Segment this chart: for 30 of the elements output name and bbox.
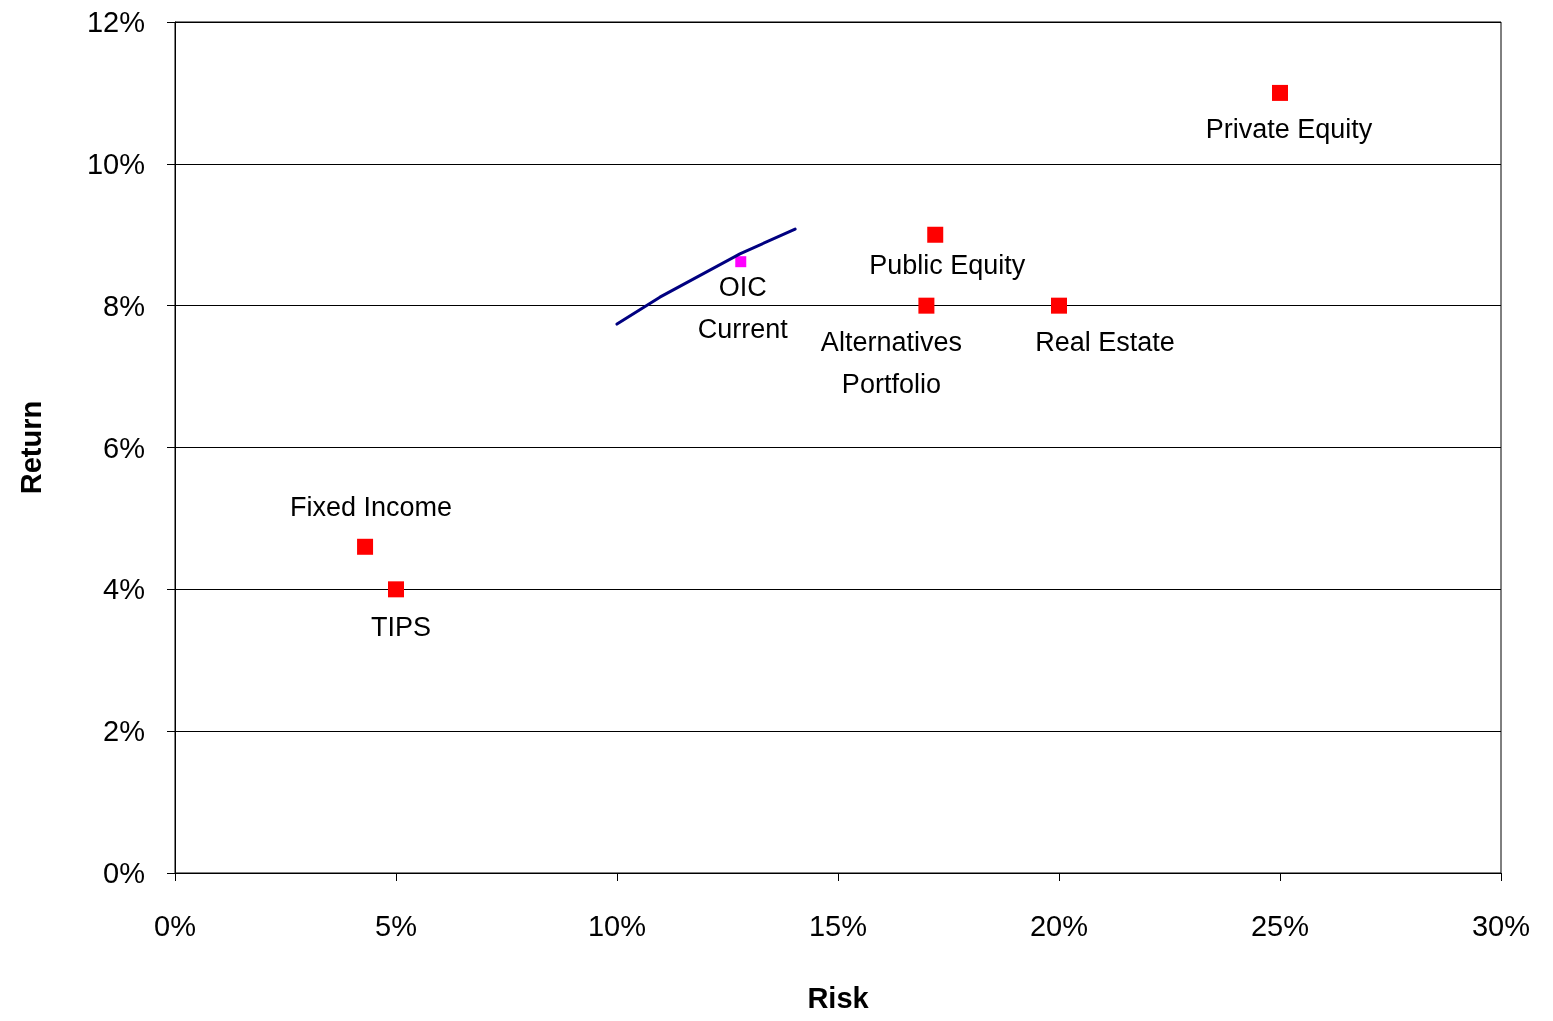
y-tick-label: 6% [103,431,145,464]
x-tick-label: 10% [587,909,647,942]
series-label: Public Equity [869,249,1026,280]
series-label: Alternatives Portfolio [820,326,962,399]
y-tick-label: 2% [103,715,145,748]
point [357,538,374,555]
y-tick-label: 0% [103,857,145,889]
x-tick-label: 0% [154,909,196,942]
point [927,226,944,243]
y-tick-label: 12% [86,6,145,38]
series-label: Fixed Income [290,491,453,522]
y-axis-title: Return [14,400,47,495]
x-axis-title: Risk [807,981,870,1014]
point [388,581,404,598]
point [735,256,747,268]
y-tick-label: 4% [103,573,145,606]
y-tick-label: 10% [86,147,145,180]
y-tick-label: 8% [103,289,145,322]
x-tick-label: 20% [1029,909,1089,942]
x-tick-label: 5% [375,909,417,942]
series-label: OIC Current [697,272,789,345]
point [918,297,935,314]
x-tick-label: 25% [1250,909,1310,942]
series-label: TIPS [370,612,432,643]
point [1272,84,1288,101]
point [1051,297,1067,314]
series-label: Real Estate [1035,326,1175,357]
x-tick-label: 30% [1471,909,1531,942]
series-label: Private Equity [1205,113,1373,144]
x-tick-label: 15% [808,909,868,942]
